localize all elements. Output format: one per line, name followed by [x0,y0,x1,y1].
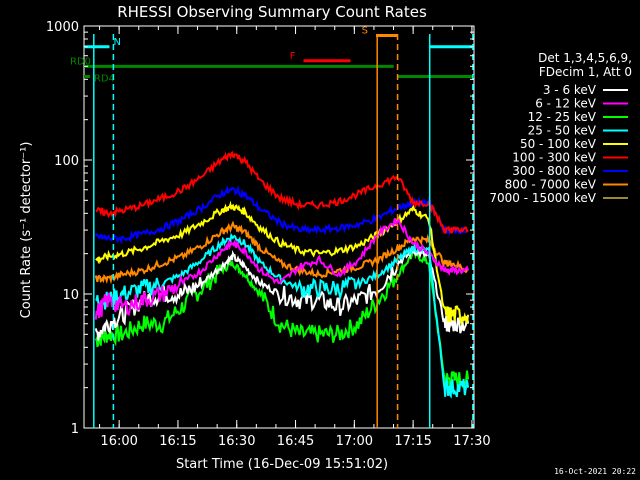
annotation-label: RD4 [94,73,115,84]
annotation-label: S [362,25,368,36]
y-tick-label: 1 [71,422,79,437]
legend-header: FDecim 1, Att 0 [539,65,632,79]
annotation-label: F [290,51,296,62]
chart-title: RHESSI Observing Summary Count Rates [117,3,427,21]
legend-header: Det 1,3,4,5,6,9, [538,51,632,65]
y-tick-label: 100 [54,154,79,169]
legend-label: 6 - 12 keV [535,97,597,111]
series-line-5 [95,150,469,235]
series-line-4 [95,200,470,327]
legend-label: 7000 - 15000 keV [489,191,596,205]
timestamp: 16-Oct-2021 20:22 [554,467,636,476]
legend-label: 12 - 25 keV [528,110,597,124]
series-line-2 [94,249,470,391]
y-axis-label: Count Rate (s⁻¹ detector⁻¹) [19,142,34,319]
x-tick-label: 17:15 [394,434,431,449]
annotation-label: N [113,37,120,48]
x-tick-label: 16:30 [218,434,255,449]
series-line-7 [94,220,469,285]
series-line-1 [94,217,470,320]
x-tick-label: 16:00 [100,434,137,449]
plot-frame [83,25,475,429]
legend-label: 25 - 50 keV [528,124,597,138]
legend-label: 50 - 100 keV [520,137,597,151]
legend-label: 800 - 7000 keV [505,178,597,192]
y-tick-label: 1000 [46,20,79,35]
x-tick-label: 17:30 [453,434,490,449]
series-line-6 [94,184,469,245]
x-tick-label: 16:45 [277,434,314,449]
legend-label: 300 - 800 keV [512,164,596,178]
legend-label: 100 - 300 keV [512,151,596,165]
legend: Det 1,3,4,5,6,9,FDecim 1, Att 0 3 - 6 keV… [489,51,632,205]
x-tick-label: 16:15 [159,434,196,449]
y-tick-label: 10 [62,288,79,303]
x-axis-label: Start Time (16-Dec-09 15:51:02) [176,457,388,472]
x-tick-label: 17:00 [336,434,373,449]
legend-label: 3 - 6 keV [543,83,597,97]
annotation-label: RD0 [70,56,91,67]
